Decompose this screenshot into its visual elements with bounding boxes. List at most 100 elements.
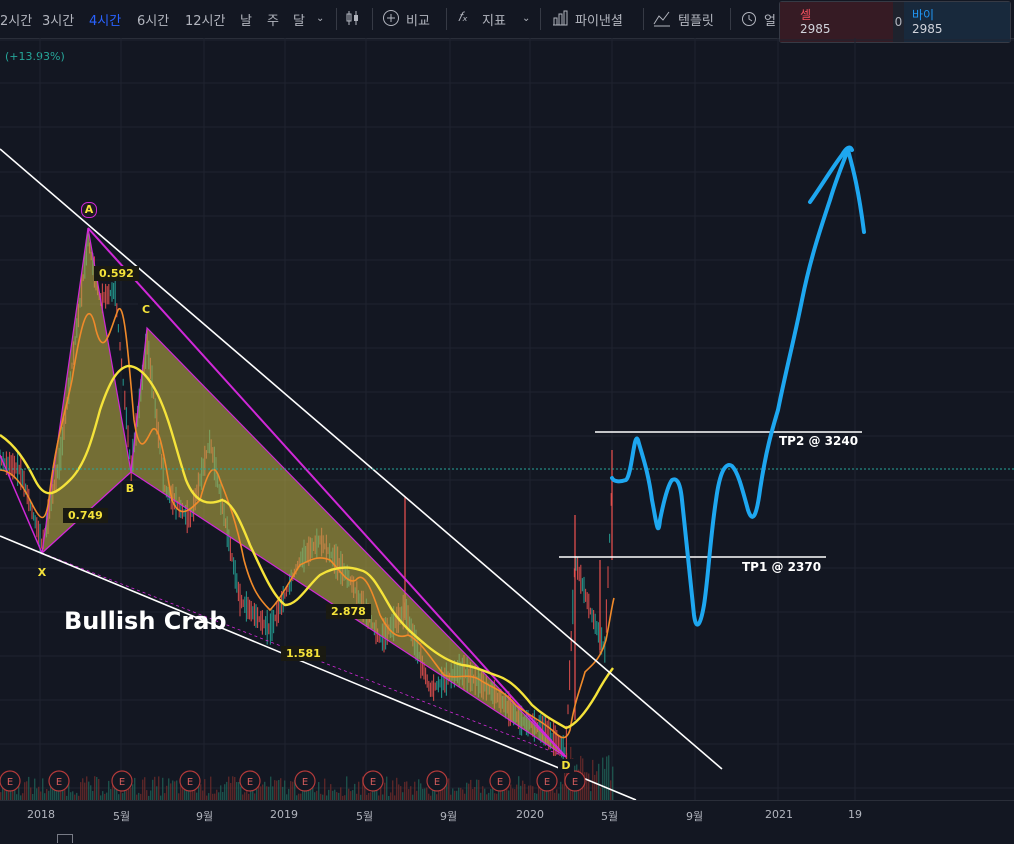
x-tick-label: 9월 — [196, 810, 214, 823]
templates-icon[interactable] — [653, 9, 671, 27]
buy-button[interactable]: 바이 2985 — [904, 2, 1010, 42]
volume-bar — [18, 779, 20, 800]
volume-bar — [222, 792, 224, 800]
pattern-xd-line — [41, 552, 567, 758]
interval-12h[interactable]: 12시간 — [185, 14, 226, 29]
volume-bar — [274, 780, 276, 800]
indicators-button[interactable]: 지표 — [482, 14, 506, 29]
alert-clock-icon[interactable] — [740, 9, 758, 27]
compare-button[interactable]: 비교 — [406, 14, 430, 29]
volume-bar — [268, 786, 270, 800]
volume-bar — [340, 787, 342, 800]
interval-4h[interactable]: 4시간 — [89, 14, 122, 29]
volume-bar — [142, 779, 144, 800]
indicators-dropdown-icon[interactable]: ⌄ — [522, 13, 531, 24]
interval-month[interactable]: 달 — [293, 14, 305, 29]
volume-bar — [346, 776, 348, 800]
volume-bar — [80, 782, 82, 800]
volume-bar — [114, 779, 116, 800]
volume-bar — [506, 787, 508, 800]
volume-bar — [152, 779, 154, 800]
volume-bar — [536, 793, 538, 800]
calendar-icon[interactable] — [57, 834, 73, 843]
interval-week[interactable]: 주 — [267, 14, 279, 29]
interval-6h[interactable]: 6시간 — [137, 14, 170, 29]
svg-text:E: E — [302, 777, 308, 788]
volume-bar — [446, 782, 448, 800]
volume-bar — [354, 783, 356, 800]
volume-bar — [512, 788, 514, 800]
pine-editor-icon[interactable] — [551, 9, 569, 27]
volume-bar — [348, 788, 350, 800]
volume-bar — [164, 793, 166, 800]
volume-bar — [200, 784, 202, 800]
volume-bar — [542, 782, 544, 800]
volume-bar — [468, 783, 470, 800]
volume-bar — [252, 786, 254, 800]
volume-bar — [24, 782, 26, 800]
volume-bar — [474, 787, 476, 800]
volume-bar — [204, 779, 206, 800]
volume-bar — [458, 787, 460, 800]
volume-bar — [108, 780, 110, 800]
volume-bar — [338, 792, 340, 800]
candles-icon[interactable] — [344, 9, 362, 27]
volume-bar — [38, 786, 40, 800]
interval-day[interactable]: 날 — [240, 14, 252, 29]
compare-plus-icon[interactable] — [382, 9, 400, 27]
pine-editor-button[interactable]: 파이낸셜 — [575, 14, 623, 29]
volume-bar — [282, 786, 284, 800]
svg-text:E: E — [370, 777, 376, 788]
volume-bar — [78, 795, 80, 800]
x-tick-label: 2019 — [270, 808, 298, 821]
earnings-marker: E — [489, 770, 511, 792]
volume-bar — [198, 784, 200, 800]
volume-bar — [394, 795, 396, 800]
volume-bar — [494, 793, 496, 800]
interval-dropdown-icon[interactable]: ⌄ — [316, 13, 325, 24]
volume-bar — [470, 779, 472, 800]
sma-orange-line — [0, 307, 615, 739]
volume-bar — [202, 790, 204, 800]
volume-bar — [244, 792, 246, 800]
volume-bar — [418, 779, 420, 800]
time-axis[interactable]: 2018 5월 9월 2019 5월 9월 2020 5월 9월 2021 19 — [0, 800, 1014, 844]
templates-button[interactable]: 템플릿 — [678, 14, 714, 29]
volume-bar — [288, 788, 290, 800]
pattern-ad-line — [87, 227, 567, 758]
volume-bar — [452, 788, 454, 800]
volume-bar — [188, 788, 190, 800]
volume-bar — [254, 793, 256, 800]
volume-bar — [584, 772, 586, 800]
volume-bar — [182, 777, 184, 800]
volume-bar — [50, 786, 52, 800]
indicators-fx-icon[interactable]: 𝑓ₓ — [458, 10, 468, 25]
volume-bar — [58, 791, 60, 800]
volume-bar — [560, 781, 562, 800]
volume-bar — [32, 794, 34, 800]
volume-bar — [422, 788, 424, 800]
volume-bar — [14, 783, 16, 800]
volume-bar — [2, 785, 4, 800]
x-tick-label: 2021 — [765, 808, 793, 821]
volume-bar — [68, 780, 70, 800]
volume-bar — [436, 794, 438, 800]
volume-bar — [478, 779, 480, 800]
interval-2h[interactable]: 2시간 — [0, 14, 33, 29]
volume-bar — [548, 784, 550, 800]
volume-bar — [486, 794, 488, 800]
earnings-marker: E — [0, 770, 21, 792]
x-tick-label: 5월 — [113, 810, 131, 823]
alert-button[interactable]: 얼 — [764, 14, 776, 29]
volume-bar — [524, 784, 526, 800]
sell-button[interactable]: 셀 2985 — [780, 2, 893, 42]
volume-bar — [210, 776, 212, 800]
volume-bar — [84, 782, 86, 800]
volume-bar — [94, 776, 96, 800]
interval-3h[interactable]: 3시간 — [42, 14, 75, 29]
volume-bar — [118, 794, 120, 800]
volume-bar — [242, 794, 244, 800]
volume-bar — [264, 781, 266, 800]
volume-bar — [450, 794, 452, 800]
